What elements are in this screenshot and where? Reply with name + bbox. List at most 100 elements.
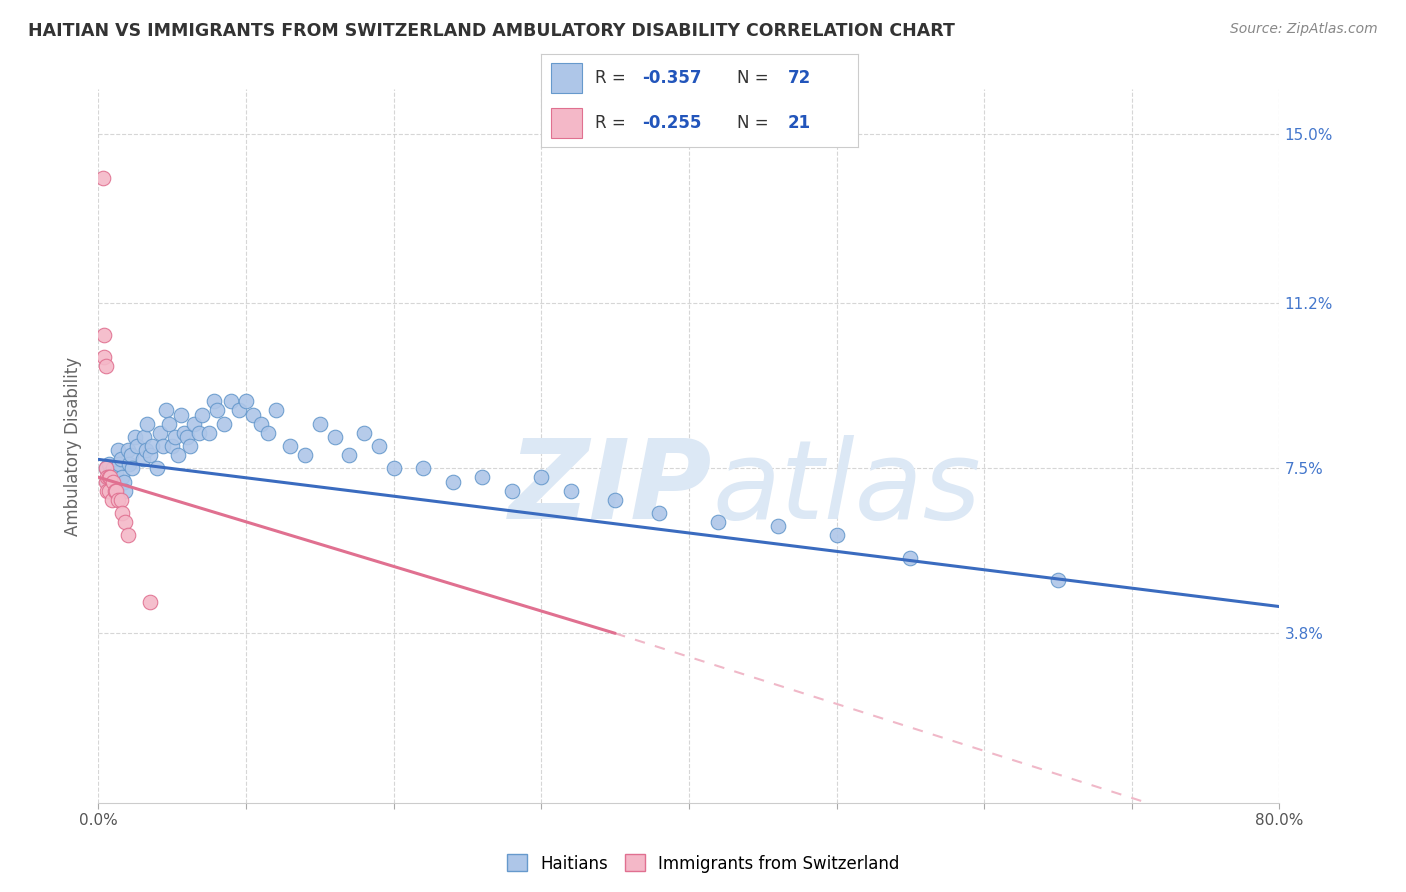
Point (97, 470, 120, 484)
Point (108, 457, 131, 471)
Point (103, 475, 125, 489)
Point (165, 430, 187, 444)
Point (107, 443, 129, 458)
Point (97, 483, 120, 498)
Point (114, 483, 136, 498)
Text: 21: 21 (787, 114, 811, 132)
Point (339, 448, 360, 462)
Point (264, 403, 287, 417)
Point (441, 475, 464, 489)
Point (323, 430, 346, 444)
Point (382, 461, 405, 475)
Point (202, 394, 225, 409)
Point (530, 470, 553, 484)
Bar (551, 63, 582, 93)
Point (135, 443, 157, 458)
Point (294, 448, 316, 462)
Point (707, 515, 730, 529)
Point (353, 425, 375, 440)
Point (104, 483, 127, 498)
Point (183, 417, 205, 431)
Point (146, 461, 169, 475)
Point (179, 439, 201, 453)
Point (162, 439, 183, 453)
Text: -0.255: -0.255 (643, 114, 702, 132)
Point (93, 350, 115, 364)
Point (111, 506, 134, 520)
Point (198, 425, 221, 440)
Point (235, 394, 257, 409)
Point (1046, 573, 1069, 587)
Point (141, 439, 163, 453)
Point (560, 483, 582, 498)
Point (219, 394, 242, 409)
Point (152, 439, 174, 453)
Point (132, 452, 155, 467)
Point (118, 457, 141, 471)
Point (98, 466, 121, 480)
Point (96, 470, 118, 484)
Text: N =: N = (738, 114, 775, 132)
Point (368, 439, 391, 453)
Point (105, 483, 128, 498)
Point (605, 492, 627, 507)
Point (257, 425, 280, 440)
Point (242, 408, 264, 422)
Point (117, 528, 139, 542)
Point (205, 403, 228, 417)
Point (107, 492, 129, 507)
Point (471, 470, 494, 484)
Text: HAITIAN VS IMMIGRANTS FROM SWITZERLAND AMBULATORY DISABILITY CORRELATION CHART: HAITIAN VS IMMIGRANTS FROM SWITZERLAND A… (28, 22, 955, 40)
Point (94, 359, 117, 373)
Point (278, 439, 302, 453)
Point (121, 461, 143, 475)
Text: 72: 72 (787, 69, 811, 87)
Point (187, 425, 209, 440)
Text: -0.357: -0.357 (643, 69, 702, 87)
Point (94, 475, 117, 489)
Point (900, 550, 922, 565)
Text: N =: N = (738, 69, 775, 87)
Point (98, 470, 121, 484)
Point (124, 430, 146, 444)
Point (91, 171, 114, 186)
Point (250, 417, 273, 431)
Point (97, 457, 120, 471)
Point (100, 492, 122, 507)
Text: R =: R = (595, 114, 631, 132)
Point (191, 408, 214, 422)
Point (825, 528, 848, 542)
Point (96, 475, 118, 489)
Point (100, 470, 122, 484)
Bar (551, 108, 582, 138)
Point (170, 408, 193, 422)
Text: atlas: atlas (713, 435, 981, 542)
Y-axis label: Ambulatory Disability: Ambulatory Disability (65, 357, 83, 535)
Point (149, 425, 172, 440)
Point (103, 461, 125, 475)
Point (309, 417, 332, 431)
Point (110, 452, 132, 467)
Point (173, 425, 195, 440)
Point (94, 461, 117, 475)
Point (93, 327, 115, 342)
Point (648, 506, 671, 520)
Point (412, 461, 434, 475)
Text: R =: R = (595, 69, 631, 87)
Point (157, 417, 180, 431)
Point (117, 443, 139, 458)
Point (105, 466, 128, 480)
Point (212, 417, 235, 431)
Point (120, 448, 142, 462)
Point (112, 475, 135, 489)
Point (139, 448, 162, 462)
Point (110, 492, 132, 507)
Point (167, 448, 190, 462)
Point (155, 403, 177, 417)
Point (111, 470, 134, 484)
Point (176, 430, 198, 444)
Point (94, 461, 117, 475)
Point (125, 439, 148, 453)
Text: ZIP: ZIP (509, 435, 713, 542)
Point (114, 515, 136, 529)
